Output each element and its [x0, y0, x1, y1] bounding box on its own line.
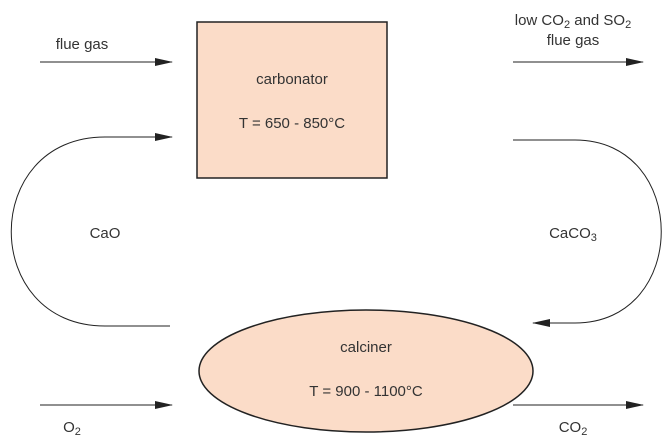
calciner-ellipse: [198, 309, 534, 433]
cao-loop: [10, 133, 173, 327]
carbonator-temp: T = 650 - 850°C: [239, 115, 345, 132]
caco3-loop: [513, 139, 662, 327]
stream-label: low CO2 and SO2: [515, 12, 631, 31]
stream-label: flue gas: [547, 32, 600, 49]
calciner-name: calciner: [340, 339, 392, 356]
label-text: flue gas: [547, 32, 600, 49]
stream-label: CaO: [90, 225, 121, 242]
label-text: CO: [559, 419, 582, 436]
label-text: O: [63, 419, 75, 436]
label-text: low CO: [515, 12, 564, 29]
stream-label: O2: [63, 419, 81, 438]
label-text: CaO: [90, 225, 121, 242]
carbonator-name: carbonator: [256, 71, 328, 88]
label-text: flue gas: [56, 36, 109, 53]
subscript: 2: [75, 426, 81, 438]
carbonator-box: [196, 21, 388, 179]
stream-label: flue gas: [56, 36, 109, 53]
subscript: 3: [591, 232, 597, 244]
subscript: 2: [581, 426, 587, 438]
label-text: and SO: [570, 12, 625, 29]
calciner-temp: T = 900 - 1100°C: [309, 383, 423, 400]
stream-label: CO2: [559, 419, 588, 438]
stream-label: CaCO3: [549, 225, 597, 244]
subscript: 2: [625, 19, 631, 31]
subscript: 2: [564, 19, 570, 31]
label-text: CaCO: [549, 225, 591, 242]
